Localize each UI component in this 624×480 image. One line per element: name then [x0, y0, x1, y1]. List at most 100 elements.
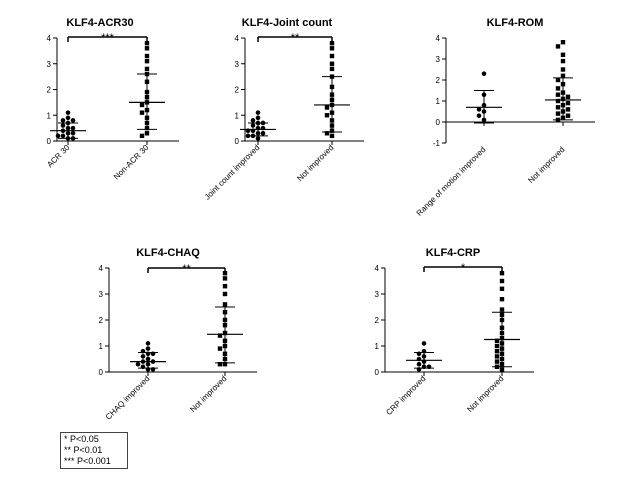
x-category-label: Range of motion improved — [415, 145, 488, 218]
data-point — [560, 82, 566, 87]
data-point — [560, 103, 566, 108]
data-point — [329, 74, 335, 79]
data-point — [421, 348, 427, 354]
data-point — [499, 336, 505, 341]
data-point — [329, 118, 335, 123]
data-point — [499, 325, 505, 330]
data-point — [250, 123, 256, 128]
data-point — [145, 367, 151, 372]
data-point — [222, 330, 228, 336]
data-point — [222, 284, 228, 289]
data-point — [494, 364, 500, 369]
data-point — [140, 354, 146, 359]
data-point — [499, 356, 505, 362]
data-point — [560, 90, 566, 95]
data-point — [255, 120, 261, 126]
y-tick-label: 1 — [375, 342, 380, 351]
data-point — [245, 133, 251, 139]
data-point — [421, 341, 427, 346]
data-point — [70, 130, 76, 136]
data-point — [421, 364, 427, 370]
data-point — [324, 131, 330, 136]
data-point — [135, 361, 141, 367]
data-point — [222, 302, 228, 307]
data-point — [144, 40, 150, 46]
data-point — [150, 359, 156, 364]
chart-title: KLF4-ROM — [487, 17, 544, 29]
data-point — [565, 107, 571, 112]
chart-panel-3: KLF4-ROM -1 0 1 2 3 4 Range of motion improved N… — [415, 17, 595, 218]
y-tick-label: 4 — [375, 264, 380, 273]
y-tick-label: 3 — [47, 60, 52, 69]
data-point — [145, 361, 151, 367]
data-point — [222, 317, 228, 323]
data-point — [329, 53, 335, 59]
chart-panel-1: KLF4-ACR30 0 1 2 3 4 ACR 30 Non-ACR 30 *** — [45, 17, 179, 181]
y-tick-label: 2 — [375, 316, 380, 325]
data-point — [144, 89, 150, 95]
data-point — [144, 79, 150, 84]
data-point — [324, 105, 330, 110]
data-point — [560, 109, 566, 114]
data-point — [329, 92, 335, 97]
x-category-label: Non-ACR 30 — [112, 143, 151, 182]
y-tick-label: 2 — [99, 316, 104, 325]
data-point — [144, 71, 150, 77]
data-point — [222, 323, 228, 328]
y-tick-label: 2 — [47, 86, 52, 95]
data-point — [144, 100, 150, 105]
data-point — [150, 351, 156, 357]
data-point — [494, 349, 500, 354]
y-tick-label: 4 — [235, 34, 240, 43]
data-point — [476, 107, 482, 112]
data-point — [565, 113, 571, 118]
data-point — [329, 97, 335, 102]
data-point — [499, 367, 505, 372]
data-point — [60, 128, 66, 133]
data-point — [65, 136, 71, 141]
data-point — [329, 133, 335, 139]
data-point — [217, 333, 223, 338]
data-point — [555, 105, 561, 110]
data-point — [250, 133, 256, 139]
data-point — [222, 310, 228, 315]
data-point — [329, 123, 335, 128]
data-point — [560, 96, 566, 102]
data-point — [255, 136, 261, 141]
data-point — [250, 128, 256, 133]
data-point — [499, 278, 505, 284]
data-point — [555, 117, 561, 123]
data-point — [222, 343, 228, 349]
data-point — [481, 71, 487, 76]
y-tick-label: 3 — [235, 60, 240, 69]
data-point — [329, 128, 335, 133]
significance-label: *** — [101, 32, 115, 44]
data-point — [60, 118, 66, 123]
chart-panel-5: KLF4-CRP 0 1 2 3 4 CRP improved Not improved * — [375, 247, 534, 417]
data-point — [144, 120, 150, 126]
data-point — [144, 66, 150, 72]
data-point — [329, 46, 335, 51]
y-tick-label: 1 — [235, 111, 240, 120]
data-point — [222, 351, 228, 356]
data-point — [499, 307, 505, 312]
data-point — [416, 367, 422, 372]
data-point — [144, 131, 150, 136]
data-point — [65, 110, 71, 115]
data-point — [560, 115, 566, 120]
y-tick-label: 0 — [47, 137, 52, 146]
data-point — [144, 58, 150, 64]
data-point — [65, 120, 71, 126]
data-point — [329, 84, 335, 90]
y-tick-label: 4 — [436, 34, 441, 43]
legend-line-2: ** P<0.01 — [64, 445, 103, 455]
data-point — [255, 110, 261, 115]
data-point — [555, 77, 561, 83]
data-point — [329, 66, 335, 72]
y-tick-label: 3 — [375, 290, 380, 299]
data-point — [140, 348, 146, 354]
y-tick-label: 4 — [99, 264, 104, 273]
data-point — [65, 125, 71, 131]
data-point — [421, 359, 427, 364]
